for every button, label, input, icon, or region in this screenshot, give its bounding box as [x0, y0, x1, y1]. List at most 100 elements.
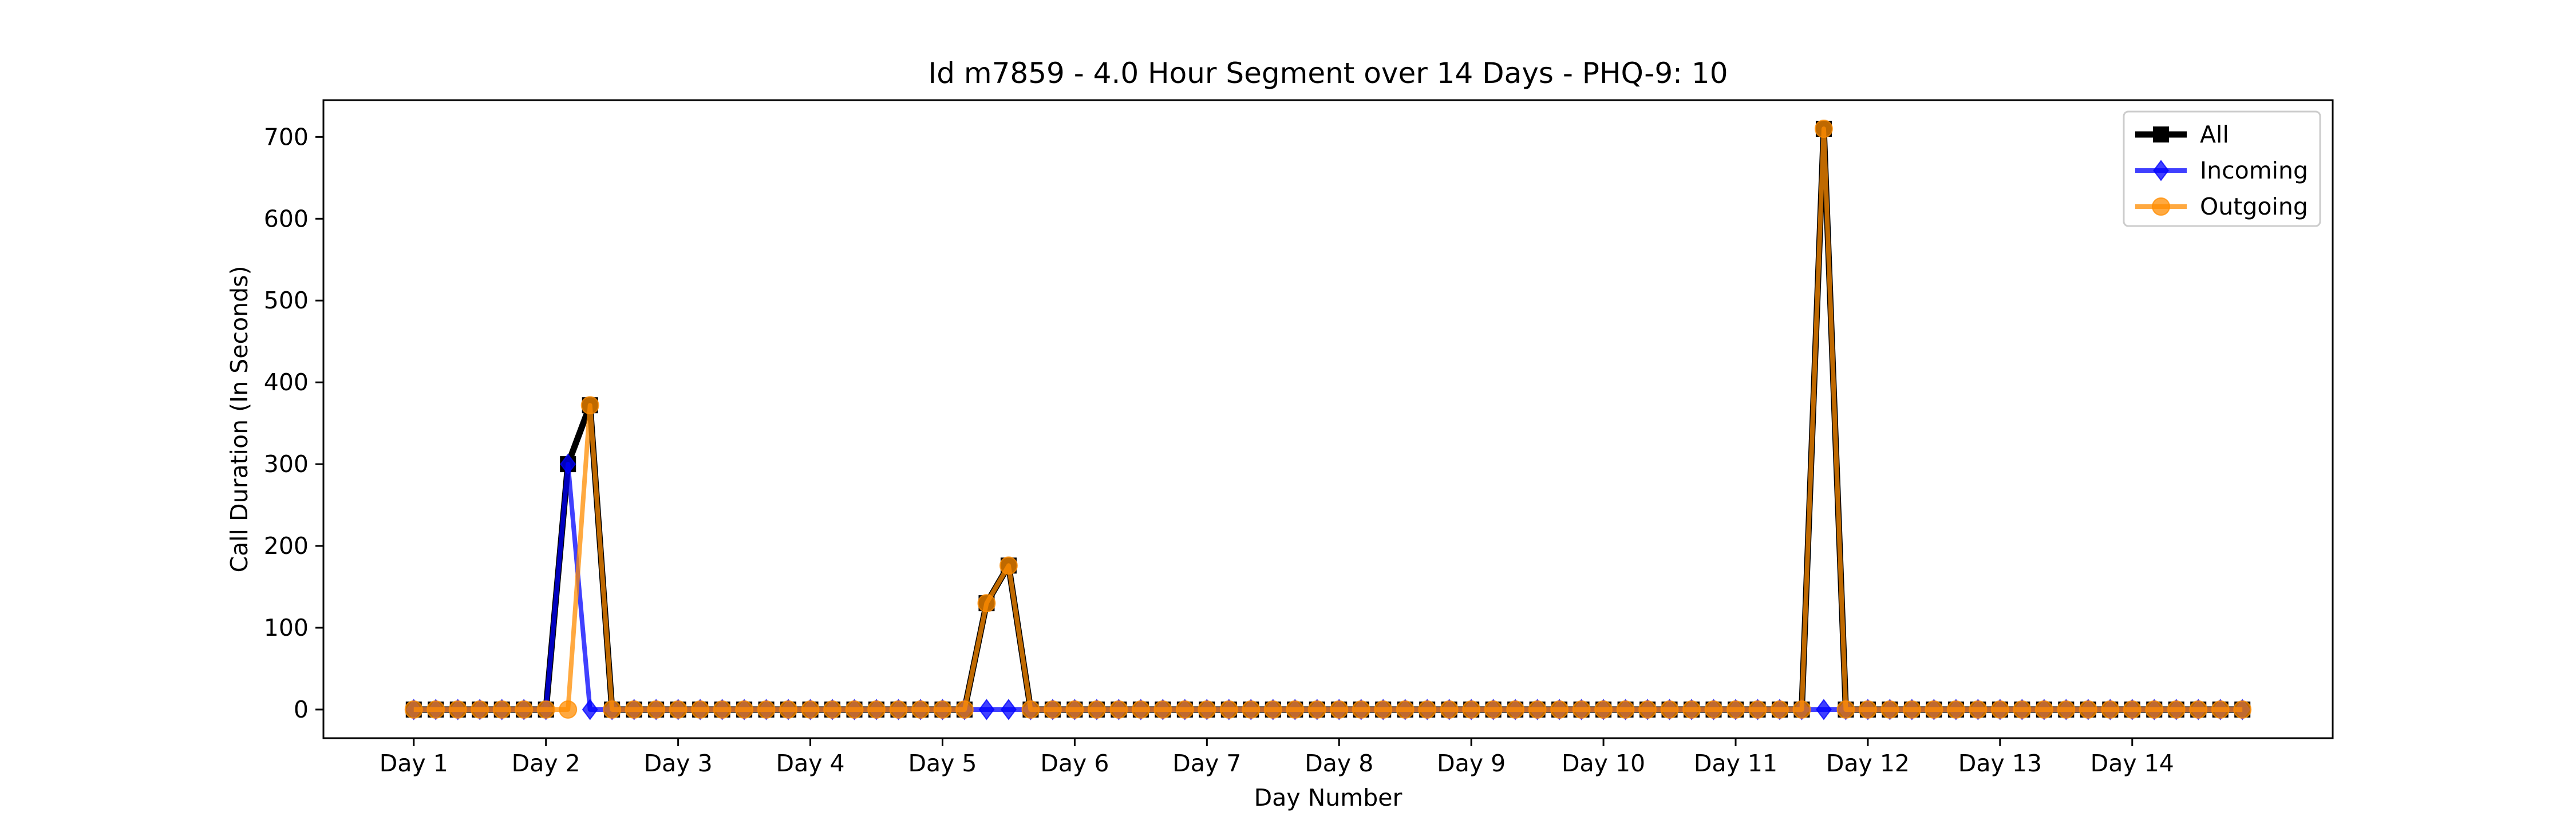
data-point-outgoing — [2057, 700, 2076, 719]
data-point-outgoing — [1219, 700, 1238, 719]
legend-item-incoming: Incoming — [2135, 157, 2308, 184]
data-point-outgoing — [1043, 700, 1062, 719]
data-point-outgoing — [2123, 700, 2142, 719]
data-point-outgoing — [911, 700, 930, 719]
series-line-incoming — [413, 462, 2243, 712]
data-point-outgoing — [845, 700, 864, 719]
data-point-outgoing — [1065, 700, 1084, 719]
data-point-outgoing — [448, 700, 467, 719]
y-tick-label: 500 — [264, 287, 309, 314]
data-point-outgoing — [1616, 700, 1635, 719]
x-tick-label: Day 5 — [908, 750, 977, 777]
legend-box — [2123, 110, 2321, 227]
legend-swatch-marker — [2152, 197, 2170, 216]
data-point-outgoing — [999, 556, 1018, 575]
legend-label: Incoming — [2200, 157, 2308, 184]
data-point-outgoing — [1242, 700, 1261, 719]
data-point-outgoing — [889, 700, 908, 719]
data-point-outgoing — [1925, 700, 1943, 719]
x-axis-label: Day Number — [1254, 784, 1402, 811]
data-point-outgoing — [625, 700, 643, 719]
data-point-outgoing — [2189, 700, 2208, 719]
data-point-outgoing — [2145, 700, 2164, 719]
series-incoming — [405, 453, 2251, 720]
data-point-outgoing — [669, 700, 688, 719]
x-tick-label: Day 2 — [512, 750, 580, 777]
data-point-outgoing — [2013, 700, 2032, 719]
data-point-outgoing — [1131, 700, 1150, 719]
data-point-outgoing — [1969, 700, 1988, 719]
y-tick-label: 700 — [264, 123, 309, 150]
data-point-outgoing — [1990, 700, 2009, 719]
legend: All Incoming Outgoing — [2123, 110, 2321, 227]
data-point-outgoing — [536, 700, 555, 719]
y-tick-label: 400 — [264, 369, 309, 396]
legend-item-outgoing: Outgoing — [2135, 193, 2308, 220]
data-point-outgoing — [1792, 700, 1811, 719]
data-point-outgoing — [1396, 700, 1415, 719]
data-point-outgoing — [2079, 700, 2097, 719]
data-point-outgoing — [977, 594, 996, 613]
data-point-outgoing — [823, 700, 842, 719]
data-point-outgoing — [1946, 700, 1965, 719]
y-tick-label: 100 — [264, 614, 309, 641]
x-tick-label: Day 11 — [1694, 750, 1777, 777]
data-point-outgoing — [1198, 700, 1216, 719]
y-tick-label: 200 — [264, 532, 309, 560]
data-point-outgoing — [867, 700, 886, 719]
x-tick-label: Day 1 — [380, 750, 448, 777]
x-tick-label: Day 3 — [644, 750, 713, 777]
data-point-outgoing — [1352, 700, 1370, 719]
data-point-outgoing — [757, 700, 776, 719]
legend-item-all: All — [2135, 121, 2229, 148]
data-point-outgoing — [1263, 700, 1282, 719]
y-tick-label: 300 — [264, 450, 309, 478]
data-point-outgoing — [1175, 700, 1194, 719]
x-tick-label: Day 6 — [1040, 750, 1109, 777]
data-point-outgoing — [1638, 700, 1657, 719]
data-point-outgoing — [1748, 700, 1767, 719]
data-point-outgoing — [2211, 700, 2230, 719]
x-tick-label: Day 10 — [1562, 750, 1645, 777]
y-tick-label: 0 — [294, 696, 309, 723]
y-axis-label: Call Duration (In Seconds) — [226, 266, 253, 572]
data-point-outgoing — [2101, 700, 2120, 719]
legend-swatch-marker — [2153, 126, 2169, 142]
data-point-outgoing — [404, 700, 423, 719]
data-point-outgoing — [1307, 700, 1326, 719]
data-point-incoming — [1000, 699, 1017, 720]
data-point-incoming — [560, 453, 576, 475]
data-point-outgoing — [2233, 700, 2252, 719]
x-tick-label: Day 12 — [1826, 750, 1910, 777]
x-axis-ticks: Day 1 Day 2 Day 3 Day 4 Day 5 Day 6 Day 7 Day 8… — [380, 738, 2174, 777]
data-point-outgoing — [1682, 700, 1701, 719]
series-layer — [404, 120, 2252, 720]
data-point-outgoing — [1330, 700, 1349, 719]
data-point-outgoing — [426, 700, 445, 719]
data-point-outgoing — [801, 700, 820, 719]
data-point-outgoing — [735, 700, 754, 719]
data-point-outgoing — [1858, 700, 1877, 719]
legend-label: All — [2200, 121, 2229, 148]
data-point-outgoing — [1021, 700, 1040, 719]
data-point-outgoing — [647, 700, 666, 719]
data-point-outgoing — [1528, 700, 1547, 719]
data-point-outgoing — [691, 700, 710, 719]
data-point-outgoing — [2167, 700, 2186, 719]
data-point-outgoing — [713, 700, 732, 719]
data-point-outgoing — [1594, 700, 1613, 719]
data-point-outgoing — [1418, 700, 1437, 719]
data-point-outgoing — [1484, 700, 1503, 719]
data-point-outgoing — [1374, 700, 1393, 719]
x-tick-label: Day 14 — [2091, 750, 2174, 777]
plot-frame — [322, 99, 2334, 739]
data-point-outgoing — [1550, 700, 1569, 719]
data-point-incoming — [582, 699, 598, 720]
data-point-outgoing — [1440, 700, 1459, 719]
data-point-outgoing — [1506, 700, 1525, 719]
data-point-outgoing — [1153, 700, 1172, 719]
series-line-all — [413, 125, 2243, 713]
data-point-outgoing — [1660, 700, 1679, 719]
